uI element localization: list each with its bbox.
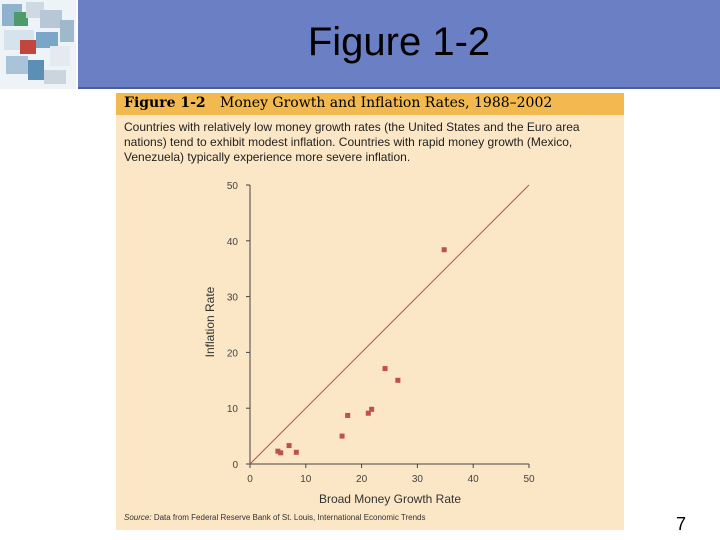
chart-points [275,247,447,456]
data-point [293,449,299,455]
data-point [339,433,345,439]
y-tick-label: 0 [232,460,238,471]
slide-header: Figure 1-2 [78,0,720,89]
data-point [441,247,447,253]
data-point [395,377,401,383]
source-label: Source: [124,513,152,522]
chart-ticks: 0 10 20 30 40 50 0 10 20 30 40 50 [227,181,535,485]
figure-header-bar: Figure 1-2 Money Growth and Inflation Ra… [116,93,624,115]
page-number: 7 [676,514,687,534]
x-axis-label: Broad Money Growth Rate [319,492,461,506]
data-point [365,410,371,416]
figure-caption: Countries with relatively low money grow… [124,120,580,164]
logo [0,0,76,89]
figure-source: Source: Data from Federal Reserve Bank o… [124,513,426,522]
x-tick-label: 0 [247,474,253,485]
figure-heading: Money Growth and Inflation Rates, 1988–2… [220,95,553,111]
slide-title: Figure 1-2 [307,20,491,64]
y-tick-label: 40 [227,237,239,248]
y-tick-label: 10 [227,404,239,415]
x-tick-label: 50 [523,474,535,485]
logo-collage-icon [0,0,76,89]
y-tick-label: 50 [227,181,239,192]
scatter-chart: 0 10 20 30 40 50 0 10 20 30 40 50 Broad Money Growt… [203,181,535,506]
data-point [275,448,281,454]
data-point [278,450,284,456]
x-tick-label: 30 [412,474,424,485]
x-tick-label: 20 [356,474,368,485]
y-tick-label: 20 [227,348,239,359]
data-point [382,366,388,372]
chart-reference-line [249,184,530,465]
y-axis-label: Inflation Rate [203,286,217,357]
reference-line-45deg [249,184,530,465]
figure-label: Figure 1-2 [124,95,206,111]
x-tick-label: 40 [468,474,480,485]
figure-panel: Figure 1-2 Money Growth and Inflation Ra… [116,93,624,530]
chart-axes [249,185,529,465]
data-point [369,406,375,412]
y-tick-label: 30 [227,293,239,304]
data-point [286,443,292,449]
x-tick-label: 10 [300,474,312,485]
source-text: Data from Federal Reserve Bank of St. Lo… [153,513,426,522]
data-point [345,412,351,418]
